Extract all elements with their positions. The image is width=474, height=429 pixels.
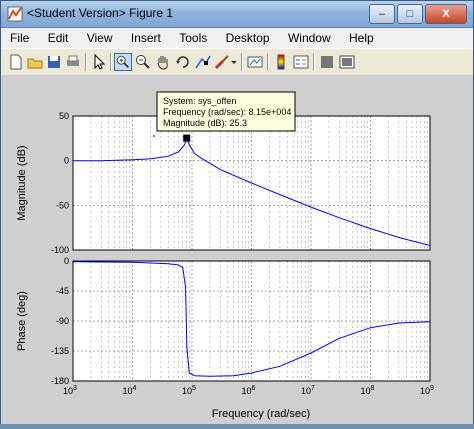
magnitude-y-tick-label: 50 <box>59 111 69 121</box>
phase-curve[interactable] <box>73 261 430 377</box>
magnitude-curve[interactable] <box>73 136 430 246</box>
phase-y-tick-label: -180 <box>51 376 69 386</box>
pan-hand-icon[interactable] <box>154 53 172 71</box>
legend-icon[interactable] <box>292 53 310 71</box>
magnitude-axis-label: Magnitude (dB) <box>16 145 28 220</box>
maximize-button[interactable]: □ <box>397 4 423 24</box>
menu-help[interactable]: Help <box>348 31 374 45</box>
zoom-out-icon[interactable] <box>134 53 152 71</box>
open-file-icon[interactable] <box>26 53 44 71</box>
rotate-3d-icon[interactable] <box>174 53 192 71</box>
x-tick-label: 105 <box>182 385 196 396</box>
phase-y-tick-label: -45 <box>56 286 69 296</box>
zoom-in-icon[interactable] <box>114 53 132 71</box>
brush-icon[interactable] <box>213 53 231 71</box>
toolbar-separator <box>85 53 87 71</box>
data-tip-marker[interactable] <box>183 134 191 142</box>
hide-plot-tools-icon[interactable] <box>318 53 336 71</box>
x-tick-label: 107 <box>301 385 315 396</box>
menu-desktop[interactable]: Desktop <box>225 31 270 45</box>
data-tip-system: System: sys_offen <box>163 96 236 106</box>
menu-bar: File Edit View Insert Tools Desktop Wind… <box>1 28 473 48</box>
colorbar-icon[interactable] <box>272 53 290 71</box>
menu-tools[interactable]: Tools <box>179 31 208 45</box>
close-button[interactable]: X <box>425 4 467 24</box>
toolbar-separator <box>110 53 112 71</box>
phase-y-tick-label: 0 <box>64 256 69 266</box>
data-tip-box <box>156 91 296 132</box>
new-figure-icon[interactable] <box>7 53 25 71</box>
menu-file[interactable]: File <box>10 31 30 45</box>
data-tip-frequency: Frequency (rad/sec): 8.15e+004 <box>163 107 291 117</box>
x-tick-label: 108 <box>361 385 375 396</box>
data-tip-magnitude: Magnitude (dB): 25.3 <box>163 118 247 128</box>
toolbar-separator <box>313 53 315 71</box>
title-bar[interactable]: <Student Version> Figure 1 – □ X <box>1 1 473 28</box>
magnitude-y-tick-label: -100 <box>51 245 69 255</box>
print-icon[interactable] <box>64 53 82 71</box>
magnitude-y-tick-label: 0 <box>64 156 69 166</box>
x-tick-label: 106 <box>242 385 256 396</box>
chevron-down-icon[interactable] <box>229 53 239 71</box>
menu-view[interactable]: View <box>86 31 113 45</box>
menu-window[interactable]: Window <box>287 31 331 45</box>
x-tick-label: 109 <box>420 385 434 396</box>
phase-axis-label: Phase (deg) <box>16 291 28 351</box>
data-tip[interactable]: System: sys_offen Frequency (rad/sec): 8… <box>153 91 296 137</box>
matlab-icon <box>7 6 23 22</box>
show-plot-tools-icon[interactable] <box>338 53 356 71</box>
arrow-pointer-icon[interactable] <box>90 53 108 71</box>
data-cursor-icon[interactable] <box>194 53 212 71</box>
toolbar-separator <box>241 53 243 71</box>
x-tick-label: 104 <box>123 385 137 396</box>
phase-y-tick-label: -90 <box>56 316 69 326</box>
x-tick-label: 103 <box>63 385 77 396</box>
menu-insert[interactable]: Insert <box>130 31 161 45</box>
window-title: <Student Version> Figure 1 <box>27 6 174 20</box>
link-plot-icon[interactable] <box>246 53 264 71</box>
save-icon[interactable] <box>45 53 63 71</box>
menu-edit[interactable]: Edit <box>47 31 69 45</box>
figure-toolbar <box>1 48 473 76</box>
toolbar-separator <box>267 53 269 71</box>
magnitude-y-tick-label: -50 <box>56 200 69 210</box>
x-axis-label: Frequency (rad/sec) <box>212 408 310 420</box>
minimize-button[interactable]: – <box>369 4 395 24</box>
figure-canvas: 50 0 -50 -100 0 -45 -90 -135 -180 103 104 105 106 107… <box>1 75 473 424</box>
phase-y-tick-label: -135 <box>51 346 69 356</box>
